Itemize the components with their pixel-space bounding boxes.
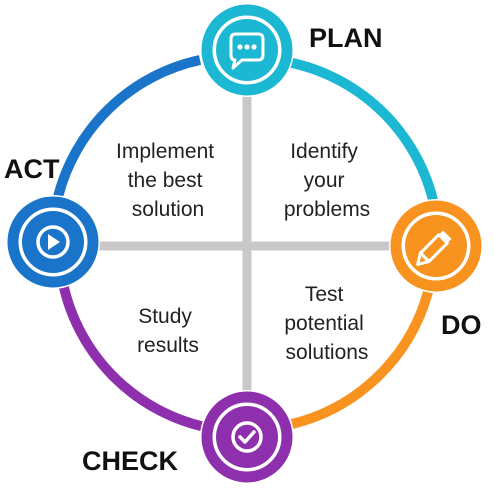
- quadrant-text-line: Implement: [116, 140, 214, 163]
- stage-node-act: [6, 195, 100, 289]
- play-icon: [36, 225, 70, 259]
- quadrant-text-line: problems: [284, 198, 370, 221]
- quadrant-text-line: the best: [128, 169, 203, 192]
- stage-label-plan: PLAN: [309, 23, 383, 53]
- speech-bubble-icon: [229, 32, 265, 70]
- stage-node-do: [389, 199, 483, 293]
- stage-node-plan: [200, 3, 294, 97]
- quadrant-text-line: your: [304, 169, 345, 192]
- quadrant-text-line: solution: [132, 198, 204, 221]
- quadrant-bottom-left-text: Study results: [137, 305, 199, 357]
- stage-label-act: ACT: [4, 154, 60, 184]
- stage-label-check: CHECK: [82, 446, 179, 476]
- quadrant-text-line: Study: [138, 305, 192, 328]
- quadrant-bottom-right-text: Test potential solutions: [284, 283, 369, 364]
- stage-label-do: DO: [441, 310, 482, 340]
- pencil-icon: [416, 230, 452, 266]
- ring-arc-do-to-check: [290, 290, 433, 429]
- checkmark-icon: [231, 421, 263, 453]
- quadrant-text-line: Identify: [290, 140, 358, 163]
- quadrant-text-line: Test: [305, 283, 344, 306]
- quadrant-text-line: potential: [284, 312, 363, 335]
- quadrant-text-line: results: [137, 334, 199, 357]
- quadrant-text-line: solutions: [286, 341, 369, 364]
- stage-node-check: [200, 390, 294, 484]
- quadrant-top-left-text: Implement the best solution: [116, 140, 220, 221]
- ring-arc-plan-to-do: [274, 55, 438, 202]
- ring-arc-check-to-act: [57, 277, 207, 432]
- quadrant-top-right-text: Identify your problems: [284, 140, 370, 221]
- ring-arc-act-to-plan: [53, 55, 202, 199]
